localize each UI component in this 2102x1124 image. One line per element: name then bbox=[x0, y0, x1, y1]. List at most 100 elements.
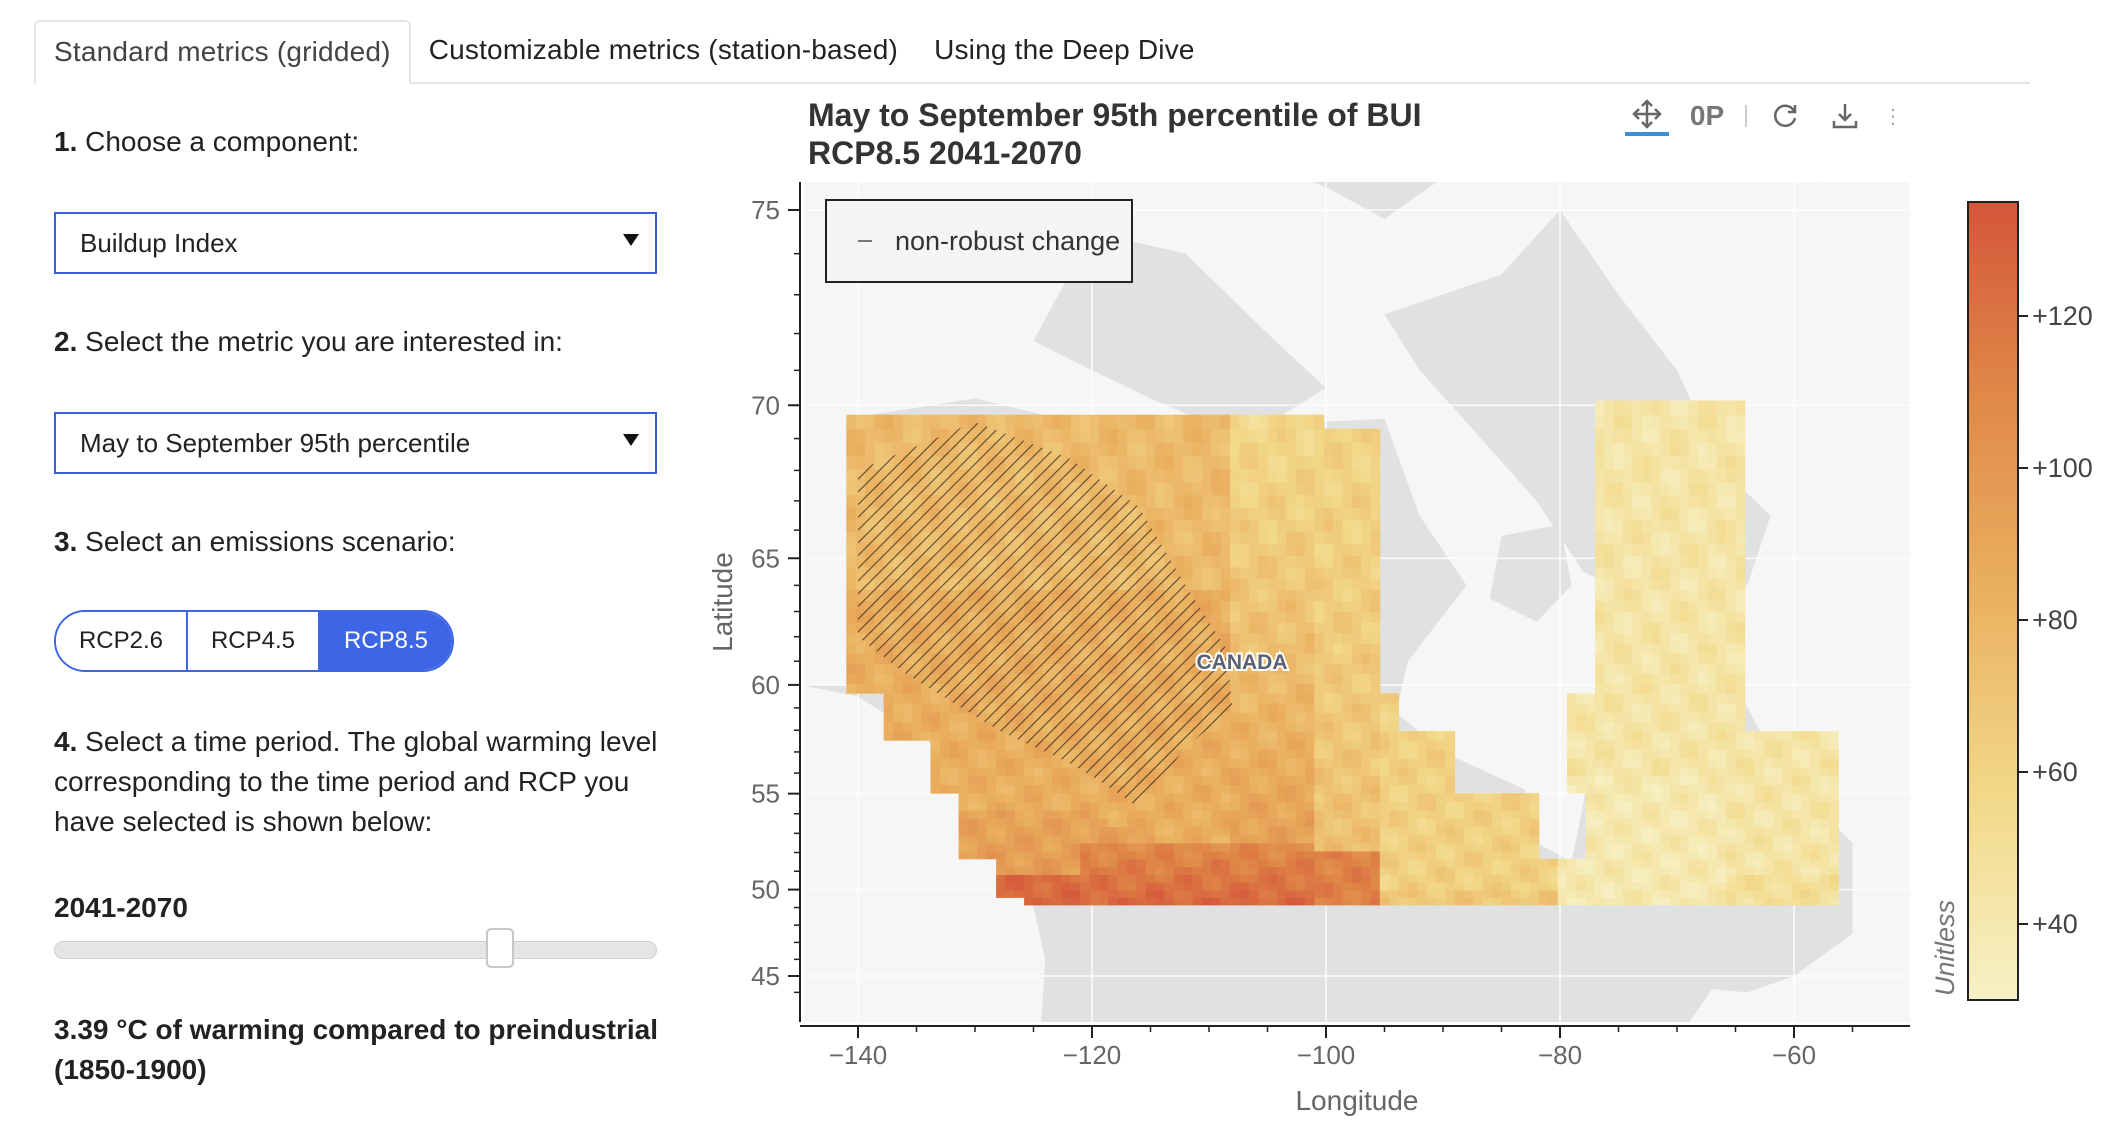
heatmap-cell bbox=[1136, 555, 1147, 568]
heatmap-cell bbox=[1595, 758, 1605, 768]
heatmap-cell bbox=[1183, 632, 1194, 644]
heatmap-cell bbox=[977, 810, 988, 819]
heatmap-cell bbox=[1576, 731, 1587, 741]
heatmap-cell bbox=[1089, 810, 1100, 819]
heatmap-cell bbox=[1248, 702, 1259, 713]
heatmap-cell bbox=[1595, 469, 1605, 483]
step-2-label: 2. Select the metric you are interested … bbox=[54, 322, 563, 362]
heatmap-cell bbox=[1276, 826, 1287, 836]
heatmap-cell bbox=[1052, 851, 1062, 860]
heatmap-cell bbox=[1726, 428, 1736, 443]
heatmap-cell bbox=[902, 455, 913, 470]
heatmap-cell bbox=[1595, 531, 1605, 545]
heatmap-cell bbox=[1164, 555, 1175, 568]
scenario-rcp85-button[interactable]: RCP8.5 bbox=[320, 612, 452, 670]
time-period-slider[interactable] bbox=[54, 941, 657, 959]
heatmap-cell bbox=[1304, 758, 1315, 768]
heatmap-cell bbox=[1716, 469, 1727, 483]
heatmap-cell bbox=[1679, 519, 1690, 533]
heatmap-cell bbox=[883, 531, 894, 545]
heatmap-cell bbox=[883, 622, 894, 634]
heatmap-cell bbox=[1145, 643, 1156, 654]
heatmap-cell bbox=[1370, 653, 1381, 664]
heatmap-cell bbox=[1670, 843, 1680, 852]
tab-using-deep-dive[interactable]: Using the Deep Dive bbox=[934, 34, 1195, 65]
heatmap-cell bbox=[1351, 455, 1362, 470]
heatmap-cell bbox=[1024, 611, 1034, 623]
heatmap-cell bbox=[1211, 494, 1222, 508]
component-select[interactable]: Buildup Index bbox=[54, 212, 657, 274]
heatmap-cell bbox=[1688, 858, 1699, 868]
toolbar-more-icon[interactable]: ⋮ bbox=[1883, 105, 1903, 128]
tab-standard-metrics[interactable]: Standard metrics (gridded) bbox=[34, 20, 411, 84]
heatmap-cell bbox=[1304, 643, 1315, 654]
heatmap-cell bbox=[1014, 653, 1025, 664]
heatmap-cell bbox=[1389, 874, 1399, 883]
heatmap-cell bbox=[1033, 632, 1044, 644]
heatmap-cell bbox=[1679, 843, 1690, 852]
heatmap-cell bbox=[1782, 897, 1793, 906]
metric-select[interactable]: May to September 95th percentile bbox=[54, 412, 657, 474]
heatmap-cell bbox=[1651, 455, 1662, 470]
heatmap-cell bbox=[1698, 482, 1708, 496]
heatmap-cell bbox=[855, 494, 866, 508]
heatmap-cell bbox=[1688, 843, 1699, 852]
heatmap-cell bbox=[1230, 693, 1240, 704]
heatmap-cell bbox=[1735, 693, 1746, 704]
heatmap-cell bbox=[1248, 897, 1259, 906]
heatmap-cell bbox=[1164, 793, 1175, 803]
heatmap-cell bbox=[1145, 712, 1156, 723]
heatmap-cell bbox=[1623, 731, 1633, 741]
heatmap-cell bbox=[1276, 611, 1287, 623]
heatmap-cell bbox=[1136, 632, 1147, 644]
heatmap-cell bbox=[902, 555, 913, 568]
heatmap-cell bbox=[1136, 784, 1147, 794]
scenario-rcp45-button[interactable]: RCP4.5 bbox=[188, 612, 320, 670]
heatmap-cell bbox=[1613, 663, 1624, 674]
heatmap-cell bbox=[1211, 693, 1222, 704]
heatmap-cell bbox=[996, 543, 1006, 556]
heatmap-cell bbox=[1155, 843, 1165, 852]
heatmap-cell bbox=[968, 749, 978, 759]
heatmap-cell bbox=[1258, 494, 1268, 508]
heatmap-cell bbox=[939, 731, 950, 741]
heatmap-cell bbox=[1567, 702, 1577, 713]
heatmap-cell bbox=[949, 712, 960, 723]
heatmap-cell bbox=[1613, 818, 1624, 828]
heatmap-cell bbox=[1707, 400, 1718, 416]
heatmap-cell bbox=[1220, 702, 1231, 713]
heatmap-cell bbox=[1791, 834, 1802, 844]
heatmap-cell bbox=[968, 818, 978, 828]
heatmap-cell bbox=[1763, 767, 1774, 777]
heatmap-cell bbox=[1604, 721, 1615, 732]
heatmap-cell bbox=[1117, 643, 1128, 654]
heatmap-cell bbox=[1276, 442, 1287, 457]
scenario-rcp26-button[interactable]: RCP2.6 bbox=[56, 612, 188, 670]
heatmap-cell bbox=[1801, 758, 1811, 768]
heatmap-cell bbox=[1623, 611, 1633, 623]
heatmap-cell bbox=[1164, 600, 1175, 612]
heatmap-cell bbox=[1744, 882, 1755, 891]
heatmap-cell bbox=[1613, 810, 1624, 819]
wheel-zoom-icon[interactable]: 0P bbox=[1685, 96, 1729, 136]
heatmap-cell bbox=[1772, 740, 1783, 750]
heatmap-cell bbox=[977, 442, 988, 457]
heatmap-cell bbox=[1314, 622, 1325, 634]
heatmap-cell bbox=[883, 712, 894, 723]
heatmap-cell bbox=[930, 776, 941, 786]
heatmap-cell bbox=[986, 507, 997, 521]
reset-icon[interactable] bbox=[1763, 96, 1807, 136]
heatmap-cell bbox=[1070, 801, 1081, 811]
heatmap-cell bbox=[1183, 897, 1194, 906]
heatmap-cell bbox=[1651, 712, 1662, 723]
heatmap-cell bbox=[1726, 611, 1736, 623]
heatmap-cell bbox=[1061, 683, 1072, 694]
time-period-slider-handle[interactable] bbox=[486, 928, 515, 968]
pan-icon[interactable] bbox=[1625, 96, 1669, 136]
tab-customizable-metrics[interactable]: Customizable metrics (station-based) bbox=[428, 34, 899, 65]
save-icon[interactable] bbox=[1823, 96, 1867, 136]
heatmap-cell bbox=[1014, 776, 1025, 786]
heatmap-cell bbox=[846, 469, 857, 483]
heatmap-cell bbox=[1361, 683, 1371, 694]
heatmap-cell bbox=[1361, 731, 1371, 741]
